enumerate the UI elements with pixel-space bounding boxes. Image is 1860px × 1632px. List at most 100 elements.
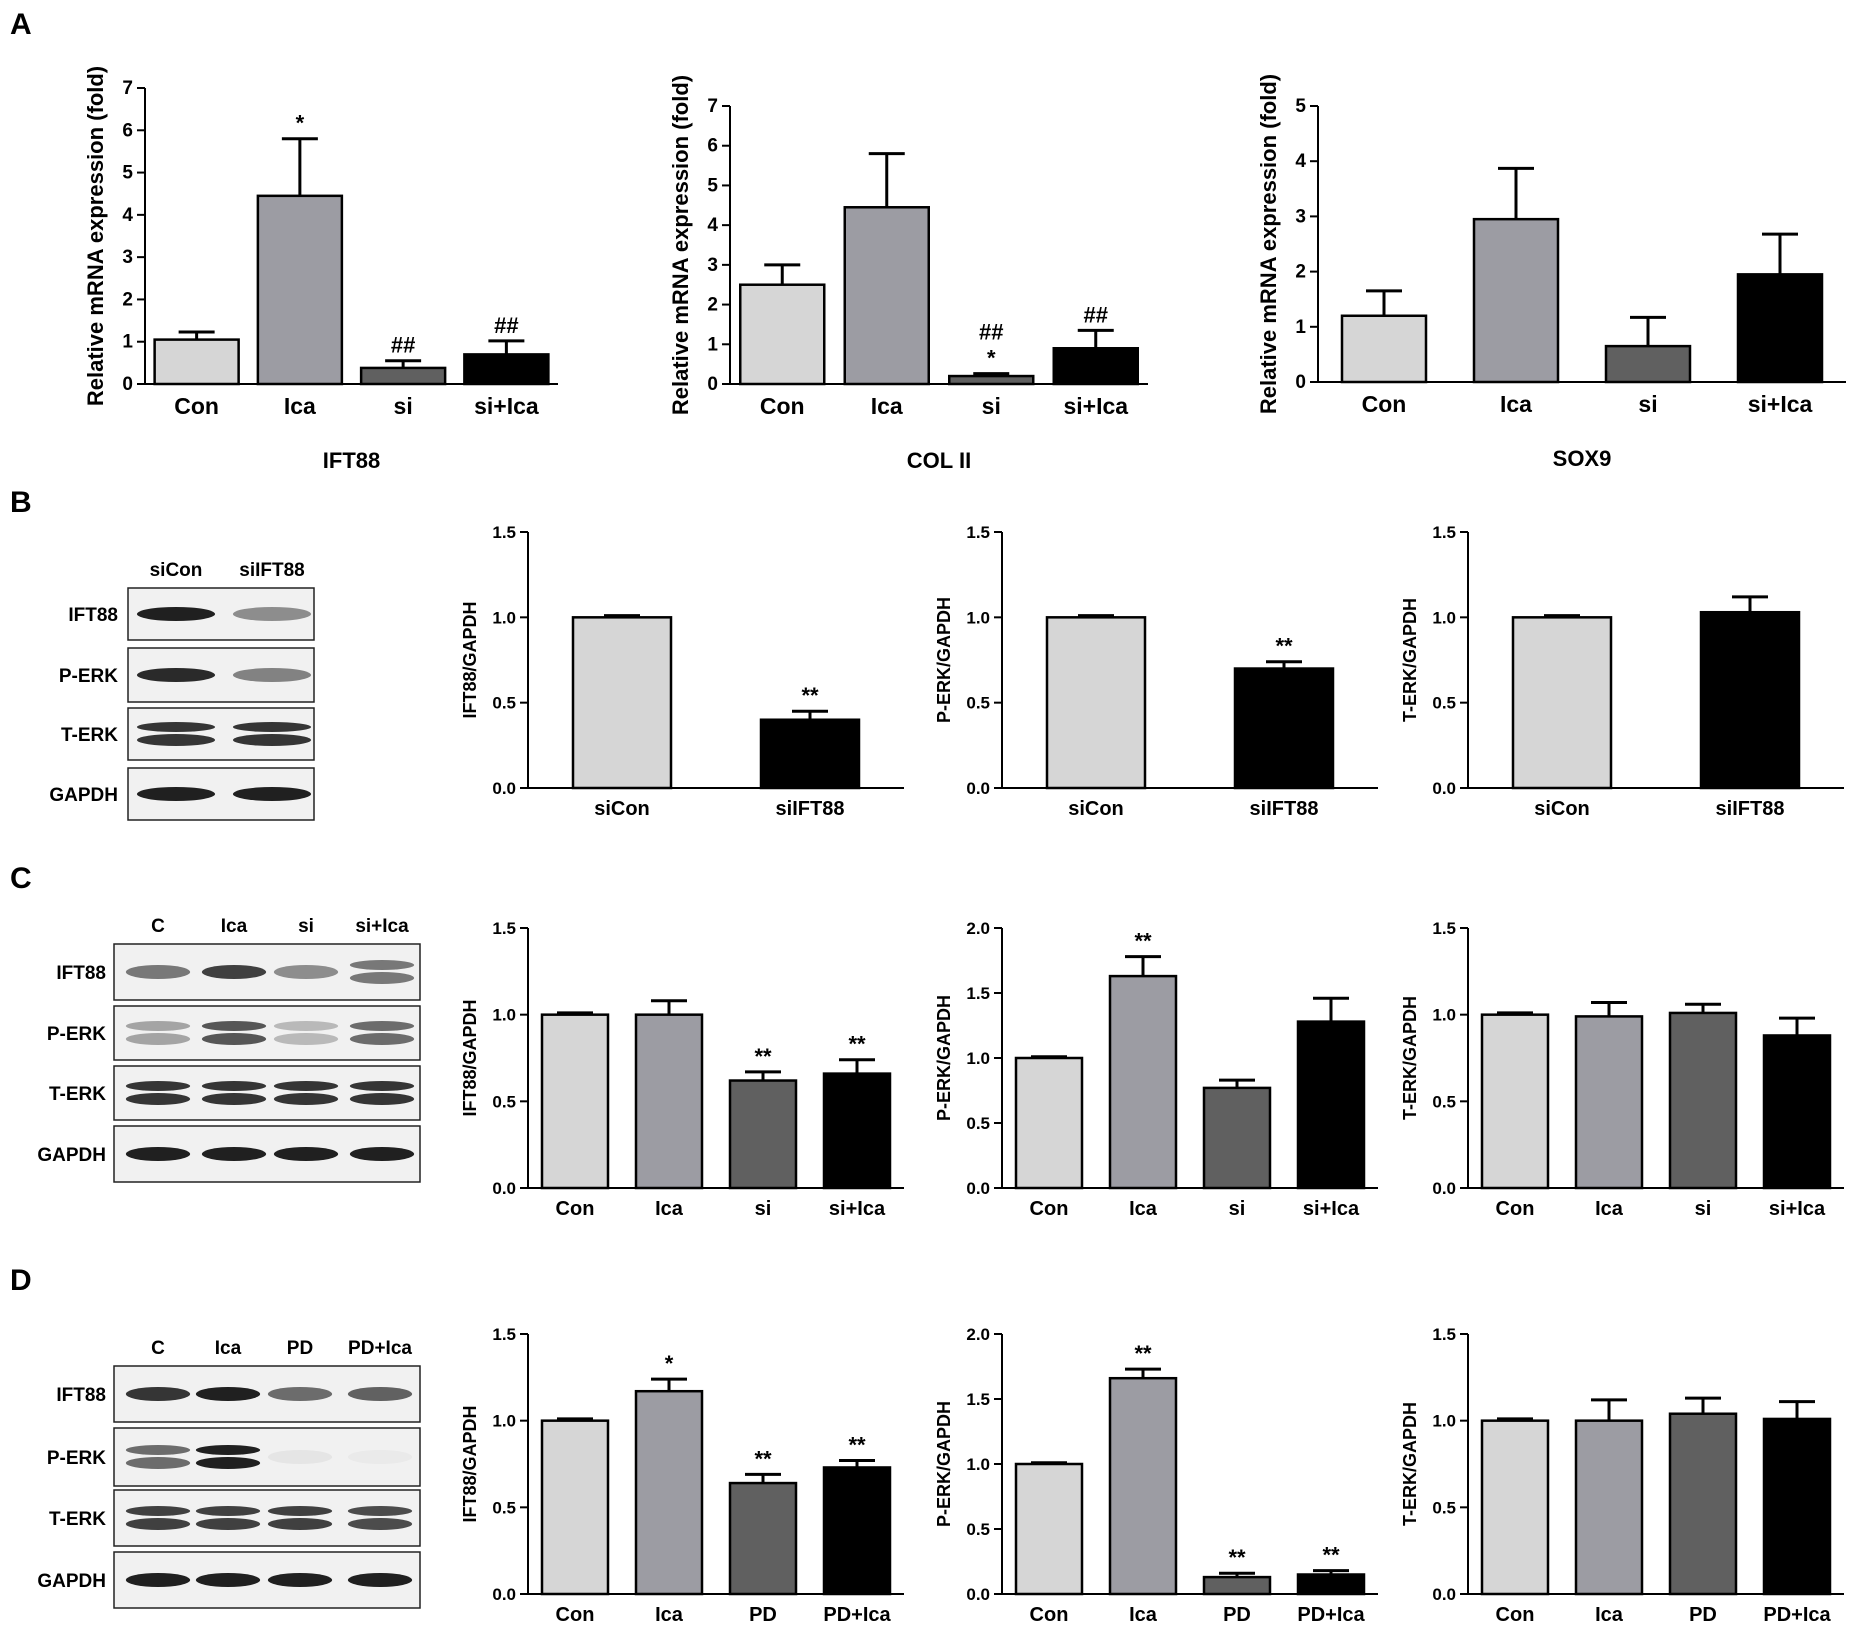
y-tick-label: 6 bbox=[122, 120, 133, 141]
bar-pd bbox=[728, 1481, 798, 1596]
blot-row-label: T-ERK bbox=[49, 1084, 106, 1105]
category-label: Con bbox=[1362, 391, 1407, 417]
y-tick-label: 2.0 bbox=[966, 1325, 990, 1344]
chart-c1: Con Ica ** si ** si+Ica 0.0 0.5 1.0 1.5 IFT88/GAPD… bbox=[460, 919, 904, 1220]
y-tick-label: 5 bbox=[707, 175, 718, 196]
category-label: Con bbox=[1030, 1604, 1069, 1626]
blot-row-label: T-ERK bbox=[49, 1509, 106, 1530]
y-tick-label: 1.0 bbox=[1432, 608, 1456, 627]
category-label: siCon bbox=[1534, 798, 1590, 820]
y-tick-label: 4 bbox=[1295, 151, 1306, 172]
category-label: Con bbox=[556, 1198, 595, 1220]
chart-d3: Con Ica PD PD+Ica 0.0 0.5 1.0 1.5 T-ERK/GAPDH bbox=[1400, 1325, 1844, 1626]
category-label: si bbox=[982, 393, 1001, 419]
y-tick-label: 2 bbox=[1295, 262, 1306, 283]
blot-band bbox=[232, 722, 312, 732]
blot-band bbox=[349, 1147, 415, 1161]
blot-lane-label: Ica bbox=[221, 916, 248, 937]
y-tick-label: 0.0 bbox=[492, 1179, 516, 1198]
significance-label: ** bbox=[1322, 1543, 1340, 1568]
blot-band bbox=[267, 1518, 333, 1530]
blot-band bbox=[273, 965, 339, 979]
y-tick-label: 0.5 bbox=[1432, 1092, 1456, 1111]
bar-con bbox=[1340, 314, 1428, 384]
y-tick-label: 1.0 bbox=[1432, 1412, 1456, 1431]
category-label: Con bbox=[1030, 1198, 1069, 1220]
y-tick-label: 5 bbox=[1295, 96, 1306, 117]
y-tick-label: 4 bbox=[122, 205, 133, 226]
bar-ica bbox=[1574, 1419, 1644, 1596]
y-tick-label: 0.0 bbox=[492, 779, 516, 798]
panel-letter-c: C bbox=[10, 862, 32, 895]
bar-con bbox=[1014, 1056, 1084, 1190]
bar-sicon bbox=[571, 616, 673, 790]
blot-box bbox=[127, 707, 315, 761]
blot-band bbox=[195, 1445, 261, 1455]
y-tick-label: 2 bbox=[707, 295, 718, 316]
bar-ica bbox=[1108, 974, 1178, 1190]
blot-row-label: P-ERK bbox=[47, 1024, 106, 1045]
y-tick-label: 1.5 bbox=[1432, 523, 1456, 542]
bar-ica bbox=[843, 206, 930, 386]
blot-band bbox=[347, 1518, 413, 1530]
y-tick-label: 0.5 bbox=[966, 694, 990, 713]
category-label: siIFT88 bbox=[1250, 798, 1319, 820]
category-label: Con bbox=[174, 393, 219, 419]
blot-band bbox=[349, 1093, 415, 1105]
blot-band bbox=[232, 607, 312, 621]
blot-band bbox=[273, 1033, 339, 1045]
blot-lane-label: PD bbox=[287, 1338, 313, 1359]
chart-d1: Con * Ica ** PD ** PD+Ica 0.0 0.5 1.0 1.5 IFT88/GAP… bbox=[460, 1325, 904, 1626]
blot-band bbox=[201, 1021, 267, 1031]
y-tick-label: 3 bbox=[1295, 206, 1306, 227]
blot-lane-label: si+Ica bbox=[355, 916, 409, 937]
blot-band bbox=[125, 1573, 191, 1587]
y-axis-label: Relative mRNA expression (fold) bbox=[668, 75, 693, 415]
category-label: Ica bbox=[1595, 1198, 1624, 1220]
blot-lane-label: C bbox=[151, 916, 165, 937]
bar-si bbox=[1668, 1011, 1738, 1190]
significance-label: ## bbox=[494, 313, 518, 338]
blot-row-label: GAPDH bbox=[49, 785, 118, 806]
y-tick-label: 0.0 bbox=[966, 1179, 990, 1198]
chart-a3: Con Ica si si+Ica 0 1 2 3 4 5 Relative mRNA expres… bbox=[1256, 74, 1846, 471]
category-label: Ica bbox=[655, 1604, 684, 1626]
bar-con bbox=[1014, 1462, 1084, 1596]
significance-label: * bbox=[987, 346, 996, 371]
y-tick-label: 1.0 bbox=[966, 1049, 990, 1068]
y-tick-label: 0.0 bbox=[1432, 1585, 1456, 1604]
y-tick-label: 2.0 bbox=[966, 919, 990, 938]
blot-band bbox=[232, 668, 312, 682]
y-axis-label: T-ERK/GAPDH bbox=[1400, 996, 1420, 1120]
blot-band bbox=[125, 1506, 191, 1516]
category-label: si+Ica bbox=[1063, 393, 1128, 419]
y-tick-label: 0.5 bbox=[966, 1114, 990, 1133]
y-tick-label: 1.0 bbox=[492, 1412, 516, 1431]
y-axis-label: Relative mRNA expression (fold) bbox=[83, 66, 108, 406]
blot-row-label: IFT88 bbox=[56, 1385, 106, 1406]
blot-box bbox=[113, 1065, 421, 1121]
bar-ica bbox=[256, 194, 344, 386]
y-tick-label: 1.0 bbox=[966, 1455, 990, 1474]
x-axis-label: SOX9 bbox=[1553, 446, 1612, 471]
blot-band bbox=[136, 668, 216, 682]
blot-band bbox=[125, 1518, 191, 1530]
blot-panel-c: C Ica si si+Ica IFT88 P-ERK T-ERK GAPDH bbox=[37, 916, 421, 1183]
blot-band bbox=[349, 1021, 415, 1031]
blot-band bbox=[201, 1081, 267, 1091]
category-label: si bbox=[1638, 391, 1657, 417]
y-tick-label: 0.5 bbox=[492, 1092, 516, 1111]
chart-c2: Con ** Ica si si+Ica 0.0 0.5 1.0 1.5 2.0 P-ERK/GAP… bbox=[934, 919, 1378, 1220]
blot-band bbox=[267, 1573, 333, 1587]
chart-a1: Con * Ica ## si ## si+Ica 0 1 2 3 4 5 6 7 Relative mRNA… bbox=[83, 66, 558, 473]
bar-si-ica bbox=[463, 353, 550, 386]
category-label: si+Ica bbox=[1769, 1198, 1826, 1220]
blot-band bbox=[195, 1387, 261, 1401]
category-label: Con bbox=[1496, 1604, 1535, 1626]
significance-label: ** bbox=[801, 683, 819, 708]
bar-siift88 bbox=[759, 718, 861, 790]
bar-con bbox=[153, 338, 240, 386]
blot-band bbox=[347, 1506, 413, 1516]
